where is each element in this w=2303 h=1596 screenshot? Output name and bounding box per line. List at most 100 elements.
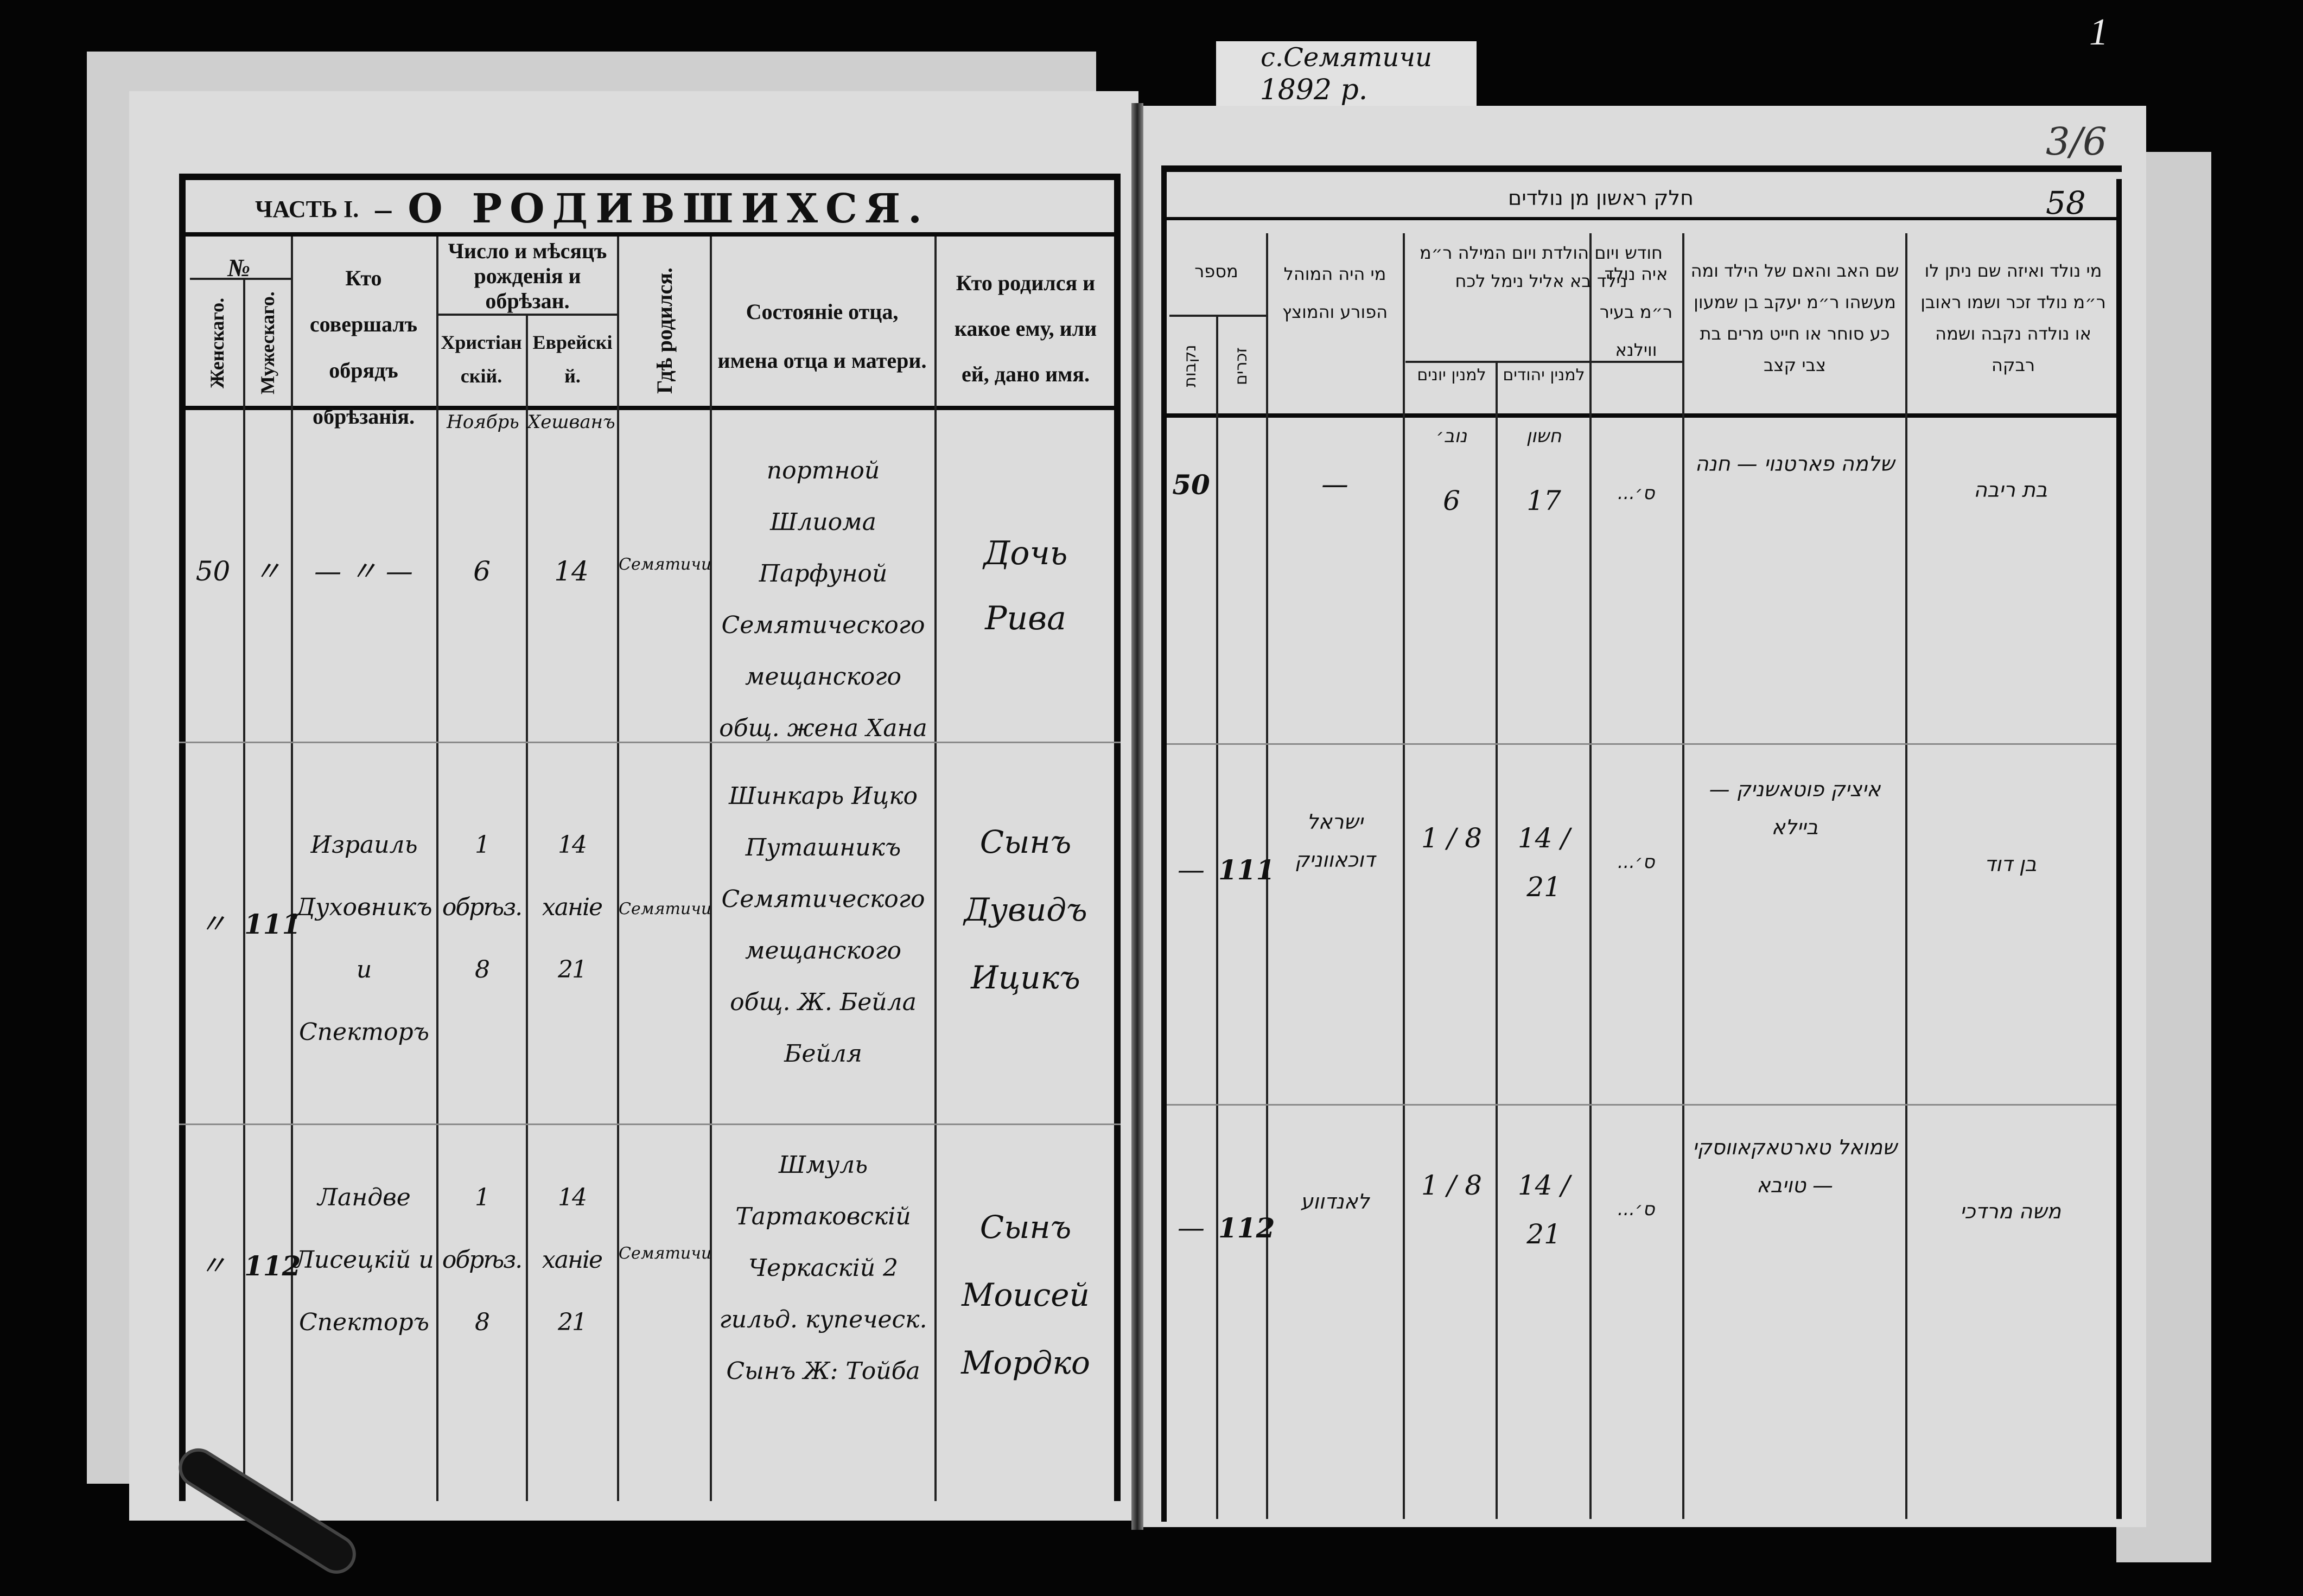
cell-female: — [1178, 1212, 1205, 1243]
header-mohel: מי היה המוהל הפורע והמוצץ [1282, 264, 1388, 322]
cell-parents: שלמה פארטנוי — חנה [1695, 452, 1895, 476]
frame-left [179, 174, 186, 1501]
left-page [129, 91, 1138, 1521]
label-year: 1892 р. [1259, 74, 1368, 106]
right-page [1140, 106, 2146, 1527]
page-number: 58 [2046, 184, 2086, 221]
header-parents: שם האב והאם של הילד ומה מעשהו ר״מ יעקב ב… [1690, 260, 1899, 375]
col-line [1905, 233, 1907, 1519]
frame-left [1161, 165, 1167, 1522]
header-parents: Состояніе отца, имена отца и матери. [717, 299, 927, 373]
cell-parents: Шмуль Тартаковскій Черкаскій 2 гильд. ку… [719, 1151, 927, 1385]
frame-right [2116, 179, 2122, 1519]
cell-jewish: 14 / 21 [1517, 1170, 1570, 1250]
cell-child: בת ריבה [1974, 478, 2047, 502]
cell-greek: 6 [1443, 485, 1460, 516]
cell-performer: — 〃 — [314, 556, 413, 587]
cell-child: משה מרדכי [1960, 1199, 2062, 1223]
cell-jewish: 14 ханіе 21 [542, 1184, 603, 1336]
cell-mohel: לאנדווע [1300, 1190, 1370, 1214]
cell-christian: 1 обрѣз. 8 [442, 1184, 523, 1336]
header-number: מספר [1194, 261, 1238, 282]
cell-child: Сынъ Дувидъ Ицикъ [964, 823, 1087, 996]
month-note-greek: נוב׳ [1436, 425, 1467, 447]
book-gutter [1131, 103, 1143, 1530]
col-line [1403, 233, 1405, 1519]
header-child: מי נולד ואיזה שם ניתן לו ר״מ נולד זכר וש… [1920, 260, 2106, 375]
month-note-jewish: Хешванъ [527, 411, 615, 433]
cell-male: 〃 [254, 556, 281, 587]
cell-city: ס׳... [1617, 1198, 1655, 1220]
col-line [1496, 361, 1498, 1519]
catalogue-label: с.Семятичи 1892 р. [1216, 41, 1477, 112]
title-rule [1167, 217, 2122, 220]
cell-female: 50 [1172, 469, 1210, 501]
col-line [243, 278, 245, 1501]
cell-mohel: — [1321, 469, 1348, 500]
cell-female: 50 [195, 556, 231, 587]
cell-parents: איציק פוטאשניק — ביילא [1709, 777, 1881, 839]
cell-male: 112 [1218, 1212, 1275, 1244]
folio-number: 3/6 [2046, 119, 2107, 164]
title-part: ЧАСТЬ I. [255, 195, 359, 222]
title-rule [179, 232, 1121, 237]
right-page-title: חלק ראשון מן נולדים [1508, 186, 1694, 210]
row-divider [179, 1123, 1121, 1125]
cell-parents: שמואל טארטאקאווסקי — טויבא [1693, 1135, 1897, 1197]
header-jewish-calendar: למנין יהודים [1503, 366, 1585, 385]
header-city: איה נולד ר״מ בעיר ווילנא [1599, 264, 1673, 360]
cell-female: — [1178, 854, 1205, 885]
header-rule [1167, 413, 2122, 418]
header-child: Кто родился и какое ему, или ей, дано им… [954, 271, 1097, 386]
cell-christian: 6 [473, 556, 491, 587]
cell-child: Сынъ Моисей Мордко [961, 1209, 1090, 1381]
cell-performer: Израиль Духовникъ и Спекторъ [296, 831, 432, 1046]
frame-top [179, 174, 1121, 180]
col-line [1216, 315, 1218, 1519]
header-date-group: Число и мѣсяцъ рожденія и обрѣзан. [448, 239, 607, 313]
cell-jewish: 14 ханіе 21 [542, 831, 603, 984]
col-line [1682, 233, 1684, 1519]
cell-place: Семятичи [619, 555, 712, 574]
col-line [436, 237, 438, 1501]
cell-place: Семятичи [619, 899, 712, 918]
frame-top [1161, 165, 2122, 172]
header-males: זכרים [1232, 347, 1251, 385]
header-female: Женскаго. [206, 297, 228, 388]
frame-right [1114, 174, 1121, 1501]
cell-male: 112 [244, 1250, 301, 1282]
header-date-group: חודש ויום הולדת ויום המילה ר״מ נילד בא א… [1420, 242, 1663, 291]
cell-place: Семятичи [619, 1244, 712, 1263]
corner-mark: 1 [2089, 11, 2108, 53]
col-line [617, 237, 619, 1501]
title-dash: – [375, 190, 392, 227]
page-title: ЧАСТЬ I. – О РОДИВШИХСЯ. [255, 186, 1069, 232]
header-male: Мужескаго. [257, 291, 278, 394]
title-main: О РОДИВШИХСЯ. [408, 186, 930, 232]
cell-child: בן דוד [1984, 852, 2037, 876]
cell-child: Дочь Рива [983, 534, 1068, 637]
cell-male: 111 [1218, 854, 1275, 886]
cell-parents: Шинкарь Ицко Путашникъ Семятического мещ… [721, 782, 925, 1068]
cell-female: 〃 [199, 908, 227, 940]
cell-city: ס׳... [1617, 482, 1655, 504]
header-number: № [227, 254, 251, 282]
header-greek-calendar: למנין יונים [1417, 366, 1486, 385]
header-christian: Христіанскій. [441, 331, 522, 387]
month-note-christian: Ноябрь [447, 411, 519, 433]
label-place: с.Семятичи [1260, 42, 1433, 73]
cell-jewish: 14 / 21 [1517, 822, 1570, 903]
col-line [710, 237, 712, 1501]
row-divider [179, 742, 1121, 743]
cell-female: 〃 [199, 1250, 227, 1281]
cell-performer: Ландве Лисецкій и Спекторъ [294, 1184, 434, 1336]
col-line [291, 237, 293, 1501]
cell-christian: 1 обрѣз. 8 [442, 831, 523, 984]
col-line [1589, 233, 1592, 1519]
cell-male: 111 [244, 908, 301, 940]
rule [1405, 361, 1682, 363]
rule [190, 278, 291, 280]
cell-jewish: 14 [554, 556, 589, 587]
cell-jewish: 17 [1526, 485, 1561, 516]
